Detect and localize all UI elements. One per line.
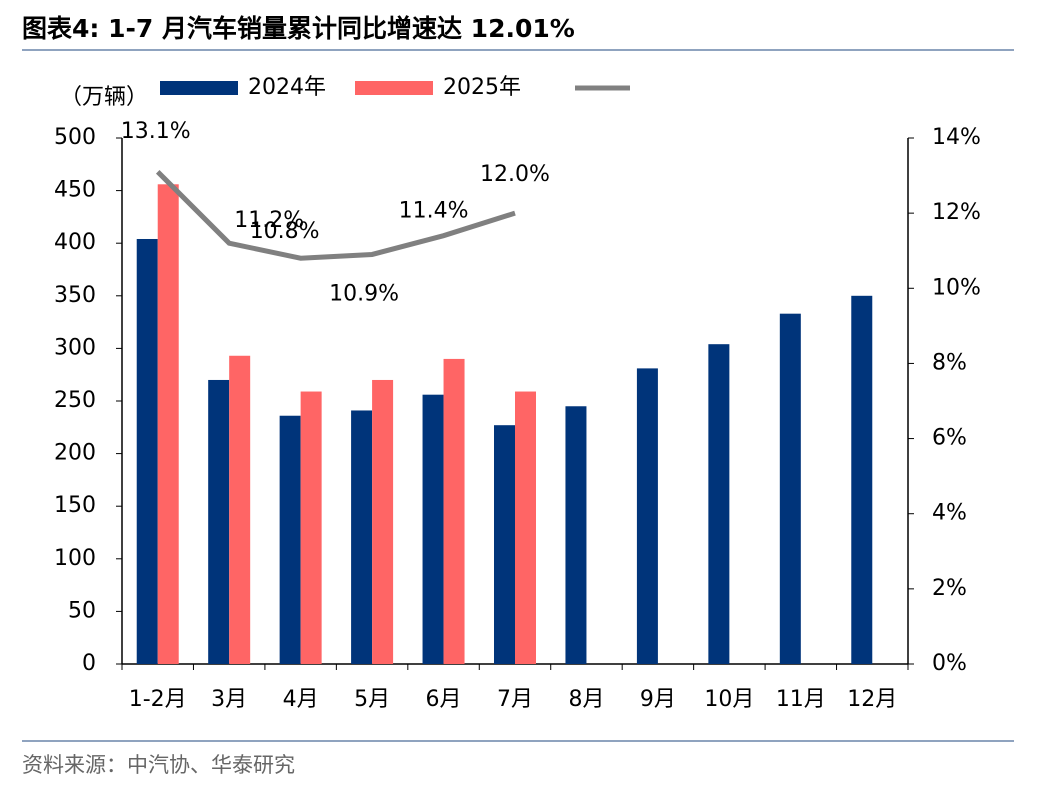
- bar: [443, 358, 465, 664]
- y2-tick-label: 8%: [932, 350, 967, 375]
- bar: [515, 391, 536, 664]
- bar: [494, 425, 515, 664]
- bar: [229, 355, 251, 664]
- legend-swatch: [160, 81, 238, 95]
- y2-tick-label: 12%: [932, 200, 981, 225]
- bar: [851, 295, 873, 664]
- y-tick-label: 250: [54, 388, 96, 413]
- x-tick-label: 10月: [704, 687, 754, 712]
- legend-label: 2025年: [443, 75, 521, 100]
- y-tick-label: 450: [54, 178, 96, 203]
- x-tick-label: 4月: [283, 687, 319, 712]
- y2-tick-label: 0%: [932, 651, 967, 676]
- chart-title: 图表4: 1-7 月汽车销量累计同比增速达 12.01%: [22, 14, 575, 43]
- data-label: 10.8%: [250, 219, 320, 244]
- y-tick-label: 300: [54, 335, 96, 360]
- bar: [279, 415, 301, 664]
- bar: [708, 344, 730, 664]
- x-tick-label: 8月: [568, 687, 604, 712]
- data-label: 12.0%: [480, 162, 550, 187]
- unit-label: （万辆）: [60, 85, 148, 110]
- y2-tick-label: 10%: [932, 275, 981, 300]
- legend-label: 2024年: [248, 75, 326, 100]
- source: 资料来源：中汽协、华泰研究: [22, 753, 295, 777]
- y-tick-label: 200: [54, 441, 96, 466]
- x-tick-label: 9月: [640, 687, 676, 712]
- y-tick-label: 150: [54, 493, 96, 518]
- bar: [565, 406, 587, 664]
- x-tick-label: 1-2月: [129, 687, 187, 712]
- line: [155, 170, 516, 261]
- y-tick-label: 500: [54, 125, 96, 150]
- data-label: 11.2%: [234, 208, 304, 233]
- y2-tick-label: 4%: [932, 501, 967, 526]
- y-tick-label: 400: [54, 230, 96, 255]
- x-tick-label: 7月: [497, 687, 533, 712]
- bar: [779, 313, 801, 664]
- bar: [300, 391, 322, 664]
- x-tick-label: 3月: [211, 687, 247, 712]
- bar: [372, 379, 394, 664]
- bar: [157, 184, 179, 664]
- x-tick-label: 12月: [847, 687, 897, 712]
- y-tick-label: 350: [54, 283, 96, 308]
- bar: [636, 368, 658, 664]
- y-tick-label: 0: [82, 651, 96, 676]
- data-label: 11.4%: [399, 199, 469, 224]
- legend-swatch: [355, 81, 433, 95]
- bar: [351, 410, 373, 664]
- data-label: 10.9%: [329, 281, 399, 306]
- data-label: 13.1%: [121, 119, 191, 144]
- x-tick-label: 11月: [776, 687, 826, 712]
- y-tick-label: 100: [54, 546, 96, 571]
- x-tick-label: 5月: [354, 687, 390, 712]
- bar: [422, 394, 444, 664]
- bar: [208, 379, 230, 664]
- y2-tick-label: 6%: [932, 426, 967, 451]
- x-tick-label: 6月: [426, 687, 462, 712]
- y-tick-label: 50: [68, 598, 96, 623]
- y2-tick-label: 14%: [932, 125, 981, 150]
- y2-tick-label: 2%: [932, 576, 967, 601]
- bar: [136, 238, 158, 664]
